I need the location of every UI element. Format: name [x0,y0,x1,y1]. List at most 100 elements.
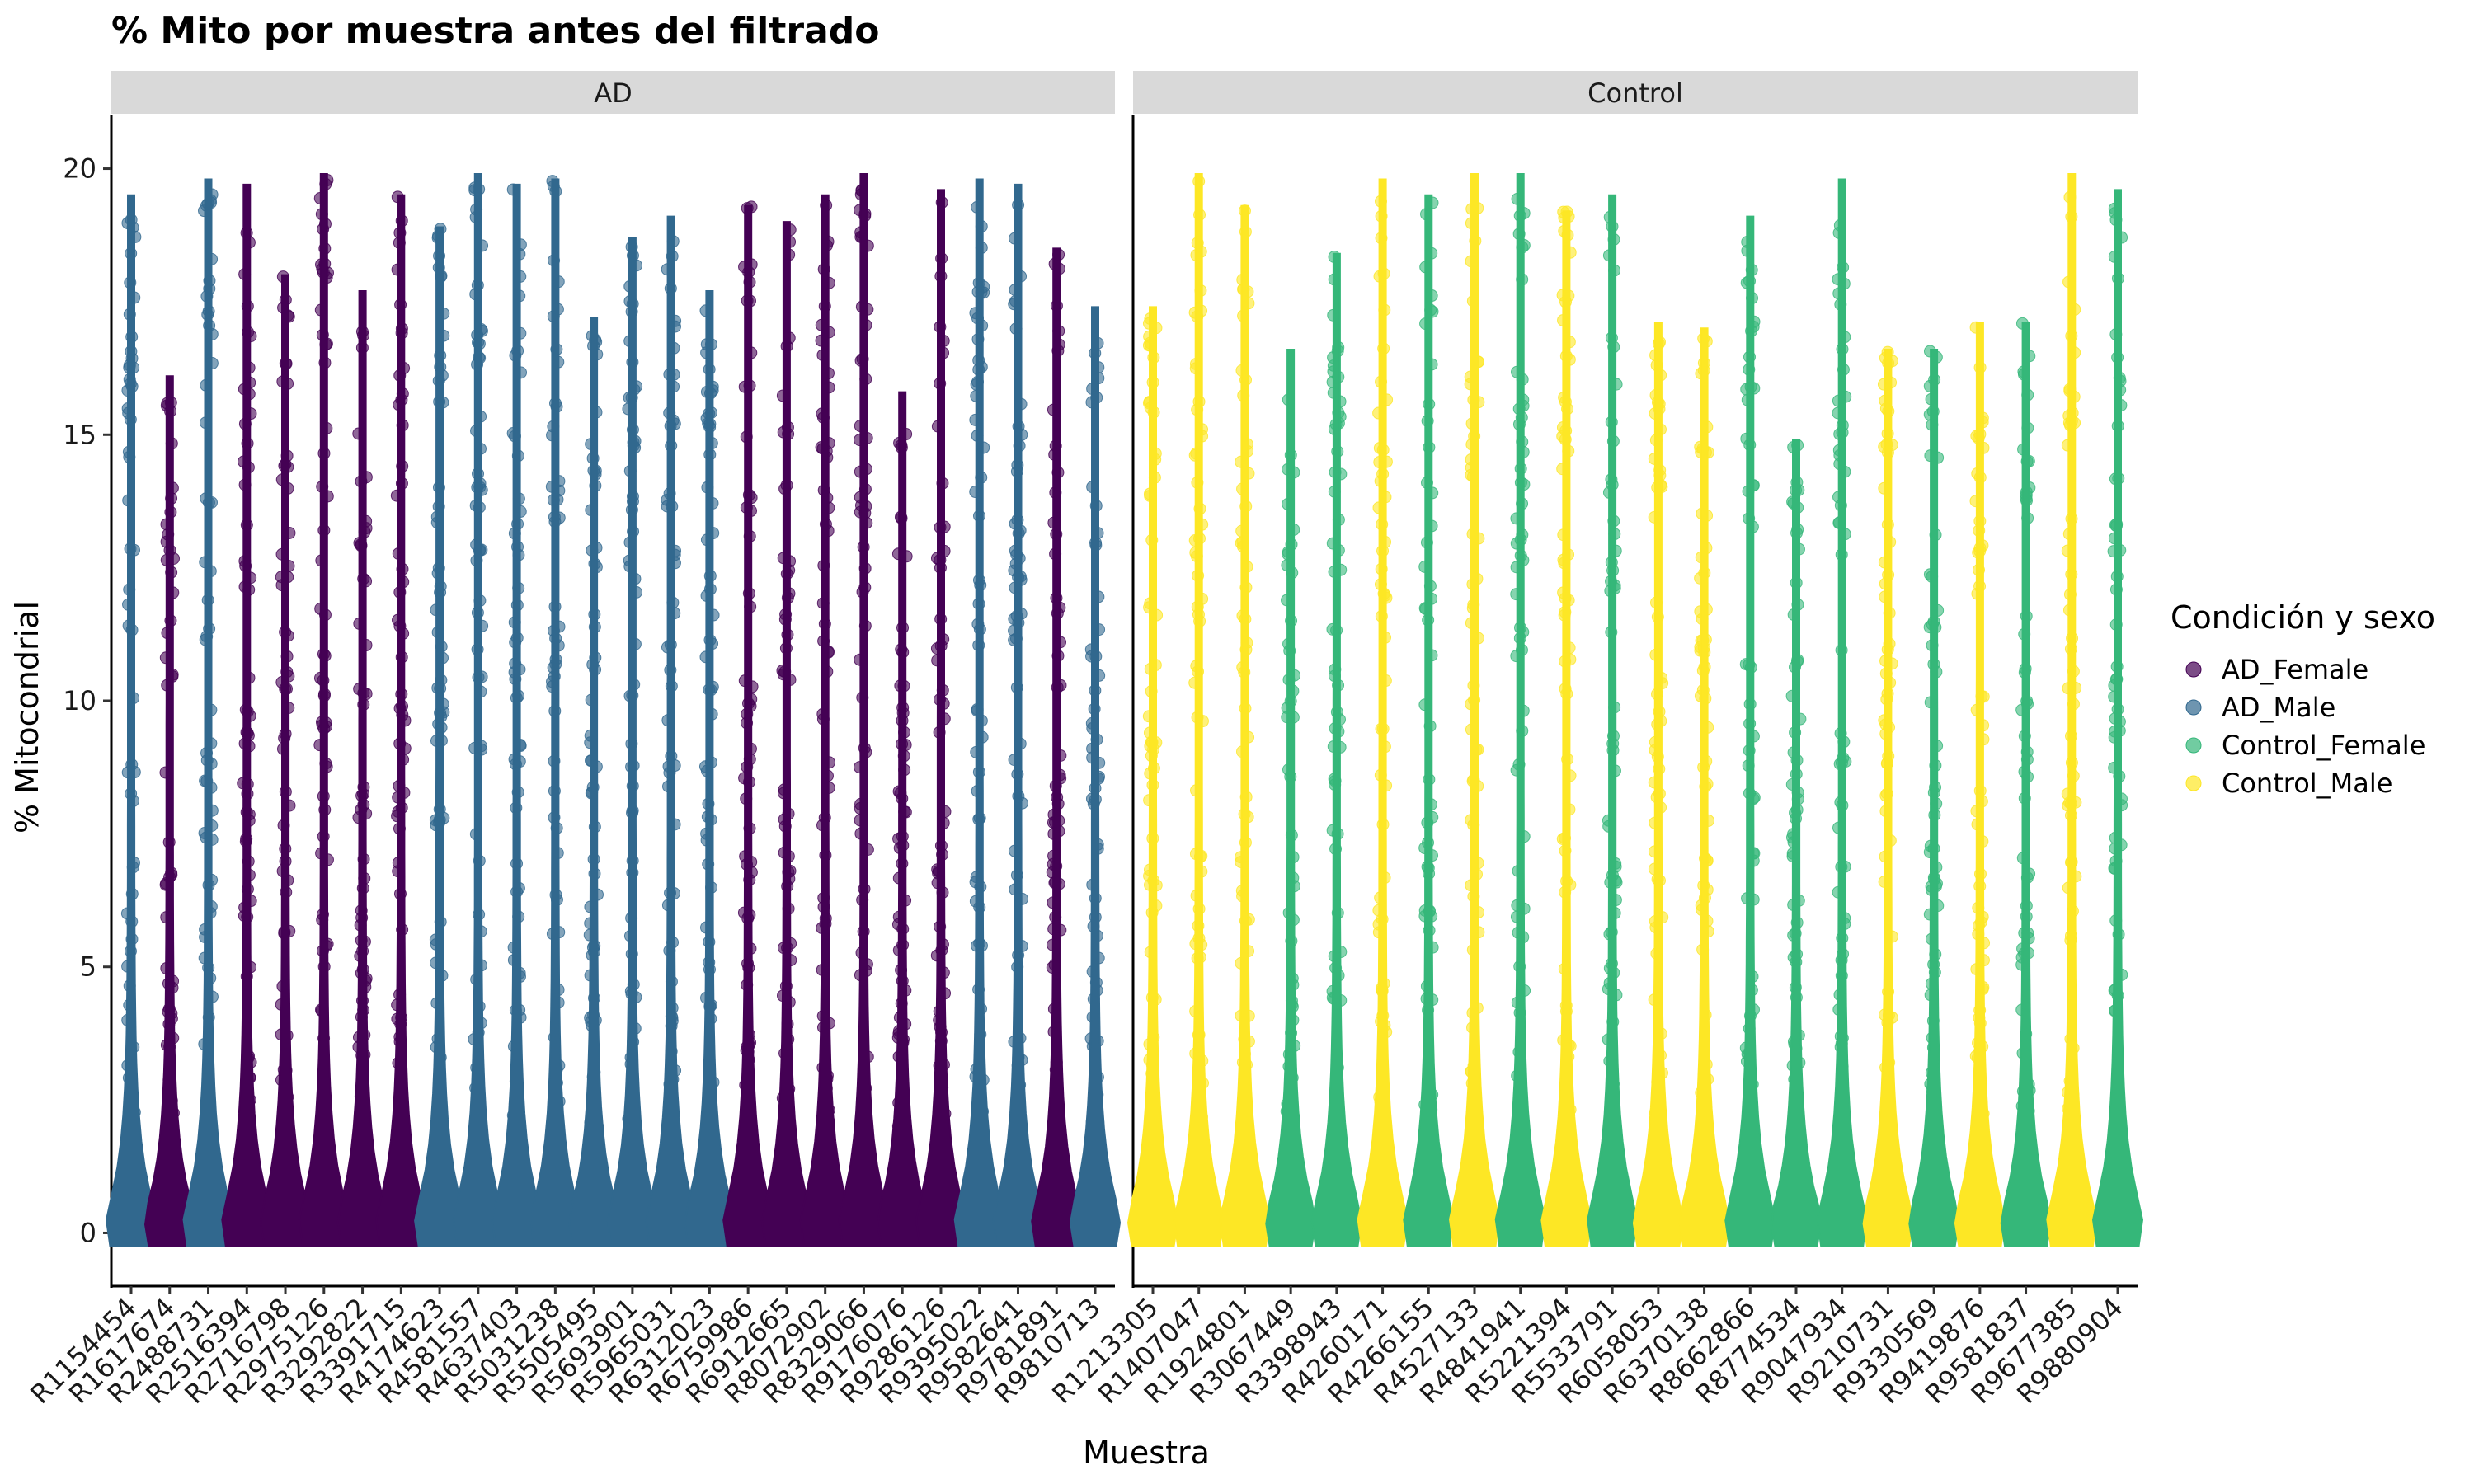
legend-key [2185,661,2202,678]
violin-body [105,194,158,1247]
violin-body [953,178,1005,1247]
violin-R6370138 [1678,327,1730,1247]
violin-body [336,290,388,1247]
violin-body [684,290,736,1247]
violin-R9810713 [1069,306,1122,1247]
facet-strip-label: AD [594,77,633,109]
violin-R2488731 [182,178,234,1247]
violin-body [1724,215,1776,1247]
y-tick-label: 5 [80,951,96,983]
violin-R3292822 [336,290,388,1247]
violin-body [1126,306,1179,1247]
violin-R3398943 [1310,251,1362,1247]
y-tick-label: 10 [63,685,96,716]
facet-strip-label: Control [1587,77,1683,109]
legend-entry: Control_Male [2185,768,2392,799]
violin-R2975126 [298,173,350,1247]
violin-R9581837 [2000,317,2052,1247]
violin-R4841941 [1494,173,1546,1247]
violin-R9395022 [953,178,1005,1247]
violin-R1617674 [143,375,195,1247]
violin-R1924801 [1219,204,1271,1247]
violin-R9286126 [915,189,967,1247]
violin-body [221,183,273,1247]
violin-R9677385 [2046,173,2098,1247]
legend-label: Control_Female [2222,730,2425,761]
y-tick-label: 0 [80,1217,96,1248]
violin-R4637403 [491,183,543,1247]
violin-R4260171 [1357,178,1409,1247]
violin-R3067449 [1265,349,1317,1247]
violin-body [1219,204,1271,1247]
violin-R5031238 [529,175,581,1247]
legend-key [2185,699,2202,716]
violin-body [1771,439,1822,1247]
violin-body [452,173,504,1247]
violin-body [877,391,928,1247]
violin-R9330569 [1908,345,1960,1247]
panels-layer: AD05101520R1154454R1617674R2488731R25163… [24,71,2144,1410]
violin-body [1678,327,1730,1247]
violin-R5965031 [645,215,697,1247]
violin-body [298,173,350,1247]
violin-body [1265,349,1317,1247]
x-axis-title: Muestra [1083,1435,1210,1471]
violin-body [1587,194,1639,1247]
violin-R4581557 [452,173,504,1247]
violin-body [1862,349,1914,1247]
violin-R6312023 [684,290,736,1247]
violin-body [1031,247,1083,1247]
violin-body [838,173,890,1247]
violin-body [1494,173,1546,1247]
violin-body [375,194,427,1247]
violin-R8329066 [838,173,890,1247]
violin-body [799,194,851,1247]
violin-R9781891 [1031,247,1083,1247]
violin-body [1173,173,1225,1247]
violin-R1407047 [1173,173,1225,1247]
legend: Condición y sexo AD_Female AD_Male Control… [2171,599,2435,799]
violin-body [1310,252,1362,1247]
violin-body [1540,210,1592,1247]
violin-R4174623 [414,223,466,1247]
violin-R5533791 [1587,194,1639,1247]
violin-body [143,375,195,1247]
panel-ad: AD05101520R1154454R1617674R2488731R25163… [24,71,1122,1410]
violin-R6912665 [760,221,812,1247]
y-tick-label: 20 [63,153,96,185]
y-axis-title: % Mitocondrial [9,601,45,834]
violin-body [606,237,658,1247]
violin-body [568,317,620,1247]
violin-R2716798 [259,270,312,1247]
violin-body [1448,173,1501,1247]
violin-body [2000,322,2052,1247]
chart-title: % Mito por muestra antes del filtrado [111,10,880,52]
violin-R8072902 [799,194,851,1247]
violin-R5505495 [568,317,620,1247]
violin-R9582641 [992,183,1044,1247]
legend-title: Condición y sexo [2171,599,2435,636]
violin-R8662866 [1724,215,1776,1247]
violin-body [1954,322,2006,1247]
violin-R6058053 [1632,322,1684,1247]
panel-control: ControlR1213305R1407047R1924801R3067449R… [1046,71,2144,1410]
violin-body [760,221,812,1247]
y-tick-label: 15 [63,419,96,450]
violin-body [182,178,234,1247]
violin-R9176076 [877,391,928,1247]
legend-label: AD_Male [2222,692,2335,723]
violin-body [491,183,543,1247]
violin-body [414,226,466,1247]
legend-label: AD_Female [2222,654,2368,685]
violin-R1213305 [1126,306,1179,1247]
facet-strip [111,71,1115,114]
violin-R9419876 [1954,321,2006,1247]
violin-body [722,204,774,1247]
legend-label: Control_Male [2222,768,2392,799]
violin-R9047934 [1816,178,1868,1247]
violin-R5693901 [606,237,658,1247]
violin-body [1357,178,1409,1247]
violin-body [2091,189,2144,1247]
